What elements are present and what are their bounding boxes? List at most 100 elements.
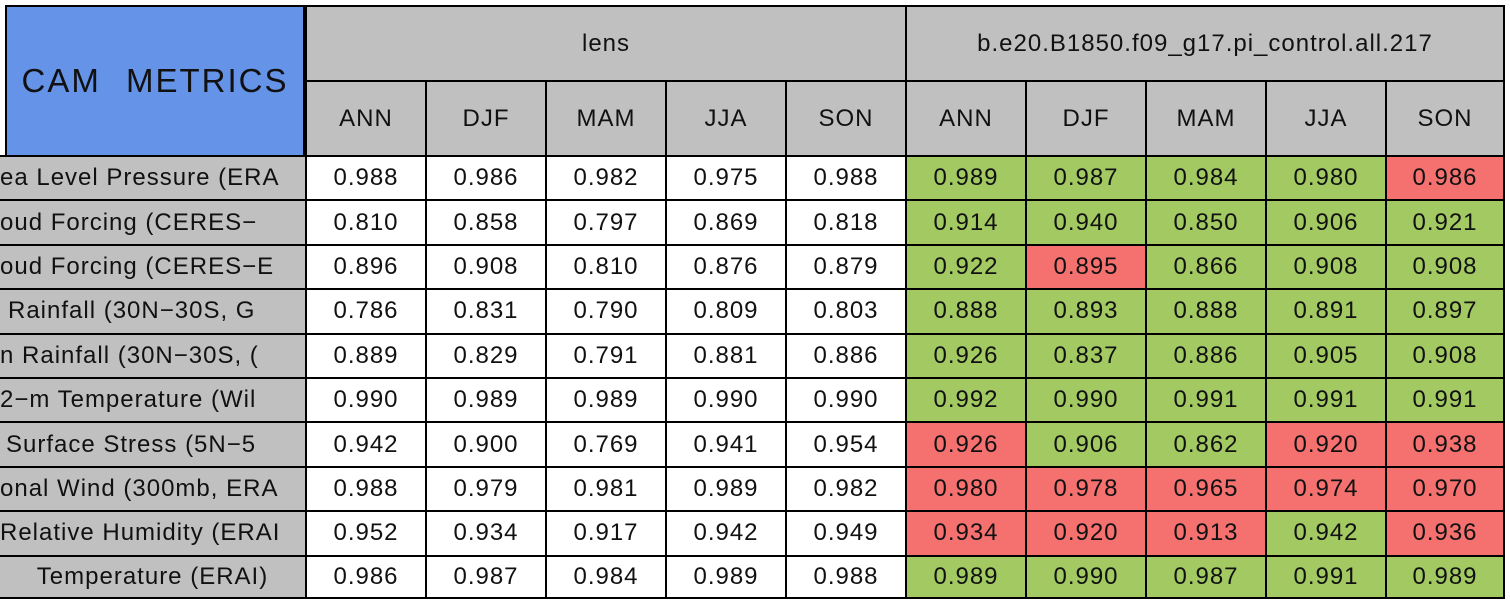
column-group-header-control-run: b.e20.B1850.f09_g17.pi_control.all.217 — [905, 5, 1505, 80]
row-label: ea Level Pressure (ERA — [0, 155, 305, 200]
table-row: Relative Humidity (ERAI 0.952 0.934 0.917 0.… — [0, 510, 1505, 555]
lens-value-cell: 0.896 — [305, 243, 425, 289]
lens-value-cell: 0.810 — [305, 199, 425, 244]
lens-value-cell: 0.942 — [665, 510, 785, 555]
lens-value-cell: 0.986 — [305, 554, 425, 600]
lens-value-cell: 0.917 — [545, 510, 665, 555]
lens-value-cell: 0.990 — [665, 377, 785, 422]
control-value-cell: 0.987 — [1145, 554, 1265, 600]
lens-value-cell: 0.829 — [425, 332, 545, 378]
control-value-cell: 0.893 — [1025, 288, 1145, 333]
table-row: Surface Stress (5N−5 0.942 0.900 0.769 0.941… — [0, 421, 1505, 466]
lens-value-cell: 0.879 — [785, 243, 905, 289]
control-value-cell: 0.974 — [1265, 465, 1385, 511]
control-value-cell: 0.850 — [1145, 199, 1265, 244]
lens-value-cell: 0.988 — [785, 155, 905, 200]
lens-value-cell: 0.990 — [785, 377, 905, 422]
control-value-cell: 0.942 — [1265, 510, 1385, 555]
lens-value-cell: 0.986 — [425, 155, 545, 200]
control-value-cell: 0.886 — [1145, 332, 1265, 378]
control-value-cell: 0.905 — [1265, 332, 1385, 378]
control-value-cell: 0.978 — [1025, 465, 1145, 511]
season-header-ann: ANN — [305, 80, 425, 155]
control-value-cell: 0.897 — [1385, 288, 1505, 333]
control-value-cell: 0.980 — [905, 465, 1025, 511]
lens-value-cell: 0.889 — [305, 332, 425, 378]
lens-value-cell: 0.982 — [545, 155, 665, 200]
lens-value-cell: 0.769 — [545, 421, 665, 466]
lens-value-cell: 0.949 — [785, 510, 905, 555]
lens-value-cell: 0.989 — [665, 554, 785, 600]
control-value-cell: 0.926 — [905, 421, 1025, 466]
row-label: n Rainfall (30N−30S, ( — [0, 332, 305, 378]
lens-value-cell: 0.989 — [425, 377, 545, 422]
lens-value-cell: 0.809 — [665, 288, 785, 333]
lens-value-cell: 0.989 — [665, 465, 785, 511]
lens-value-cell: 0.869 — [665, 199, 785, 244]
row-label: onal Wind (300mb, ERA — [0, 465, 305, 511]
season-header-row: ANN DJF MAM JJA SON ANN DJF MAM JJA SON — [305, 80, 1505, 155]
lens-value-cell: 0.988 — [305, 155, 425, 200]
lens-value-cell: 0.886 — [785, 332, 905, 378]
lens-value-cell: 0.803 — [785, 288, 905, 333]
control-value-cell: 0.990 — [1025, 377, 1145, 422]
control-value-cell: 0.920 — [1025, 510, 1145, 555]
control-value-cell: 0.888 — [905, 288, 1025, 333]
control-value-cell: 0.891 — [1265, 288, 1385, 333]
control-value-cell: 0.991 — [1265, 554, 1385, 600]
control-value-cell: 0.908 — [1265, 243, 1385, 289]
lens-value-cell: 0.831 — [425, 288, 545, 333]
lens-value-cell: 0.982 — [785, 465, 905, 511]
control-value-cell: 0.922 — [905, 243, 1025, 289]
lens-value-cell: 0.791 — [545, 332, 665, 378]
lens-value-cell: 0.984 — [545, 554, 665, 600]
control-value-cell: 0.970 — [1385, 465, 1505, 511]
season-header-djf: DJF — [425, 80, 545, 155]
control-value-cell: 0.906 — [1265, 199, 1385, 244]
lens-value-cell: 0.908 — [425, 243, 545, 289]
control-value-cell: 0.984 — [1145, 155, 1265, 200]
lens-value-cell: 0.988 — [785, 554, 905, 600]
control-value-cell: 0.913 — [1145, 510, 1265, 555]
lens-value-cell: 0.952 — [305, 510, 425, 555]
control-value-cell: 0.936 — [1385, 510, 1505, 555]
row-label: Temperature (ERAI) — [0, 554, 305, 600]
control-value-cell: 0.862 — [1145, 421, 1265, 466]
lens-value-cell: 0.981 — [545, 465, 665, 511]
control-value-cell: 0.908 — [1385, 243, 1505, 289]
table-row: Temperature (ERAI) 0.986 0.987 0.984 0.989 0.… — [0, 554, 1505, 600]
control-value-cell: 0.989 — [905, 554, 1025, 600]
table-row: oud Forcing (CERES− 0.810 0.858 0.797 0.869 0… — [0, 199, 1505, 244]
lens-value-cell: 0.988 — [305, 465, 425, 511]
row-label: Surface Stress (5N−5 — [0, 421, 305, 466]
table-row: Rainfall (30N−30S, G 0.786 0.831 0.790 0.809… — [0, 288, 1505, 333]
control-value-cell: 0.987 — [1025, 155, 1145, 200]
row-label: oud Forcing (CERES−E — [0, 243, 305, 289]
row-label: Rainfall (30N−30S, G — [0, 288, 305, 333]
lens-value-cell: 0.786 — [305, 288, 425, 333]
table-title: CAM METRICS — [5, 5, 305, 155]
row-label: Relative Humidity (ERAI — [0, 510, 305, 555]
lens-value-cell: 0.979 — [425, 465, 545, 511]
lens-value-cell: 0.881 — [665, 332, 785, 378]
lens-value-cell: 0.989 — [545, 377, 665, 422]
table-row: 2−m Temperature (Wil 0.990 0.989 0.989 0.990… — [0, 377, 1505, 422]
control-value-cell: 0.989 — [1385, 554, 1505, 600]
control-value-cell: 0.837 — [1025, 332, 1145, 378]
lens-value-cell: 0.941 — [665, 421, 785, 466]
control-value-cell: 0.991 — [1265, 377, 1385, 422]
control-value-cell: 0.920 — [1265, 421, 1385, 466]
lens-value-cell: 0.876 — [665, 243, 785, 289]
row-label: oud Forcing (CERES− — [0, 199, 305, 244]
control-value-cell: 0.921 — [1385, 199, 1505, 244]
table-row: n Rainfall (30N−30S, (0.889 0.829 0.791 0.8… — [0, 332, 1505, 378]
lens-value-cell: 0.975 — [665, 155, 785, 200]
lens-value-cell: 0.818 — [785, 199, 905, 244]
control-value-cell: 0.938 — [1385, 421, 1505, 466]
control-value-cell: 0.992 — [905, 377, 1025, 422]
lens-value-cell: 0.954 — [785, 421, 905, 466]
control-value-cell: 0.940 — [1025, 199, 1145, 244]
control-value-cell: 0.986 — [1385, 155, 1505, 200]
lens-value-cell: 0.942 — [305, 421, 425, 466]
